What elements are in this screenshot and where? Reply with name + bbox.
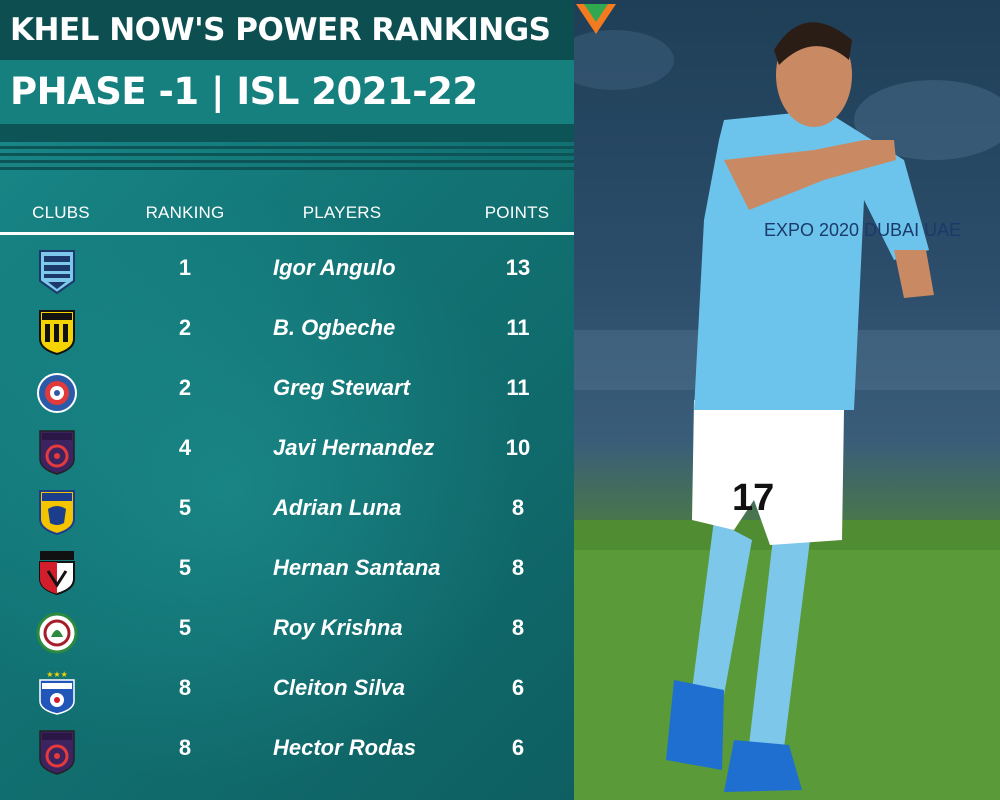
points-cell: 6 [511,675,525,700]
table-row: 2 Greg Stewart 11 [0,361,574,421]
decor-stripe [0,160,574,163]
atk-mohun-bagan-crest-icon [36,612,78,654]
column-header-players: PLAYERS [302,203,382,222]
decor-stripe [0,146,574,149]
table-row: 4 Javi Hernandez 10 [0,421,574,481]
table-row: 8 Hector Rodas 6 [0,721,574,781]
table-row: 5 Roy Krishna 8 [0,601,574,661]
column-header-clubs: CLUBS [32,203,90,222]
mumbai-city-crest-icon [39,250,75,295]
player-cell: Hernan Santana [273,555,441,580]
jersey-sponsor: EXPO 2020 DUBAI UAE [764,220,961,240]
player-cell: Cleiton Silva [273,675,406,700]
kerala-blasters-crest-icon [39,490,75,535]
points-cell: 11 [506,315,530,340]
points-cell: 8 [511,615,525,640]
ranking-cell: 8 [178,735,192,760]
ranking-cell: 2 [178,315,192,340]
player-cell: Hector Rodas [273,735,417,760]
player-cell: Roy Krishna [273,615,403,640]
decor-stripe [0,124,574,142]
player-cell: Igor Angulo [273,255,396,280]
player-photo: 17 EXPO 2020 DUBAI UAE [574,0,1000,800]
page-subtitle: PHASE -1 | ISL 2021-22 [10,70,478,113]
bengaluru-crest-icon: ★★★ [39,670,75,715]
points-cell: 13 [505,255,531,280]
header-divider [0,232,574,235]
hyderabad-crest-icon [39,310,75,355]
ranking-cell: 1 [178,255,192,280]
points-cell: 8 [511,555,525,580]
subtitle-bar [0,60,574,124]
table-row: 1 Igor Angulo 13 [0,241,574,301]
ranking-cell: 5 [178,615,192,640]
decor-stripe [0,167,574,170]
table-row: 2 B. Ogbeche 11 [0,301,574,361]
page-title: KHEL NOW'S POWER RANKINGS [10,12,551,48]
khel-now-logo-icon [576,4,616,34]
player-cell: Adrian Luna [273,495,402,520]
ranking-cell: 8 [178,675,192,700]
svg-text:★★★: ★★★ [46,670,68,679]
rankings-panel: KHEL NOW'S POWER RANKINGS PHASE -1 | ISL… [0,0,574,800]
points-cell: 10 [505,435,531,460]
column-header-ranking: RANKING [145,203,225,222]
ranking-cell: 4 [178,435,192,460]
player-cell: Javi Hernandez [273,435,435,460]
player-figure: 17 EXPO 2020 DUBAI UAE [574,22,1000,800]
ranking-cell: 5 [178,555,192,580]
player-cell: B. Ogbeche [273,315,396,340]
ranking-cell: 2 [178,375,192,400]
table-row: 5 Adrian Luna 8 [0,481,574,541]
table-row: 5 Hernan Santana 8 [0,541,574,601]
points-cell: 11 [506,375,530,400]
jersey-number: 17 [732,477,774,519]
points-cell: 6 [511,735,525,760]
table-row: ★★★ 8 Cleiton Silva 6 [0,661,574,721]
odisha-crest-icon [39,730,75,775]
column-header-points: POINTS [484,203,550,222]
title-bar [0,0,574,60]
ranking-cell: 5 [178,495,192,520]
northeast-united-crest-icon [39,551,75,595]
jamshedpur-crest-icon [37,373,77,413]
player-cell: Greg Stewart [273,375,410,400]
points-cell: 8 [511,495,525,520]
decor-stripe [0,153,574,156]
odisha-crest-icon [39,430,75,475]
